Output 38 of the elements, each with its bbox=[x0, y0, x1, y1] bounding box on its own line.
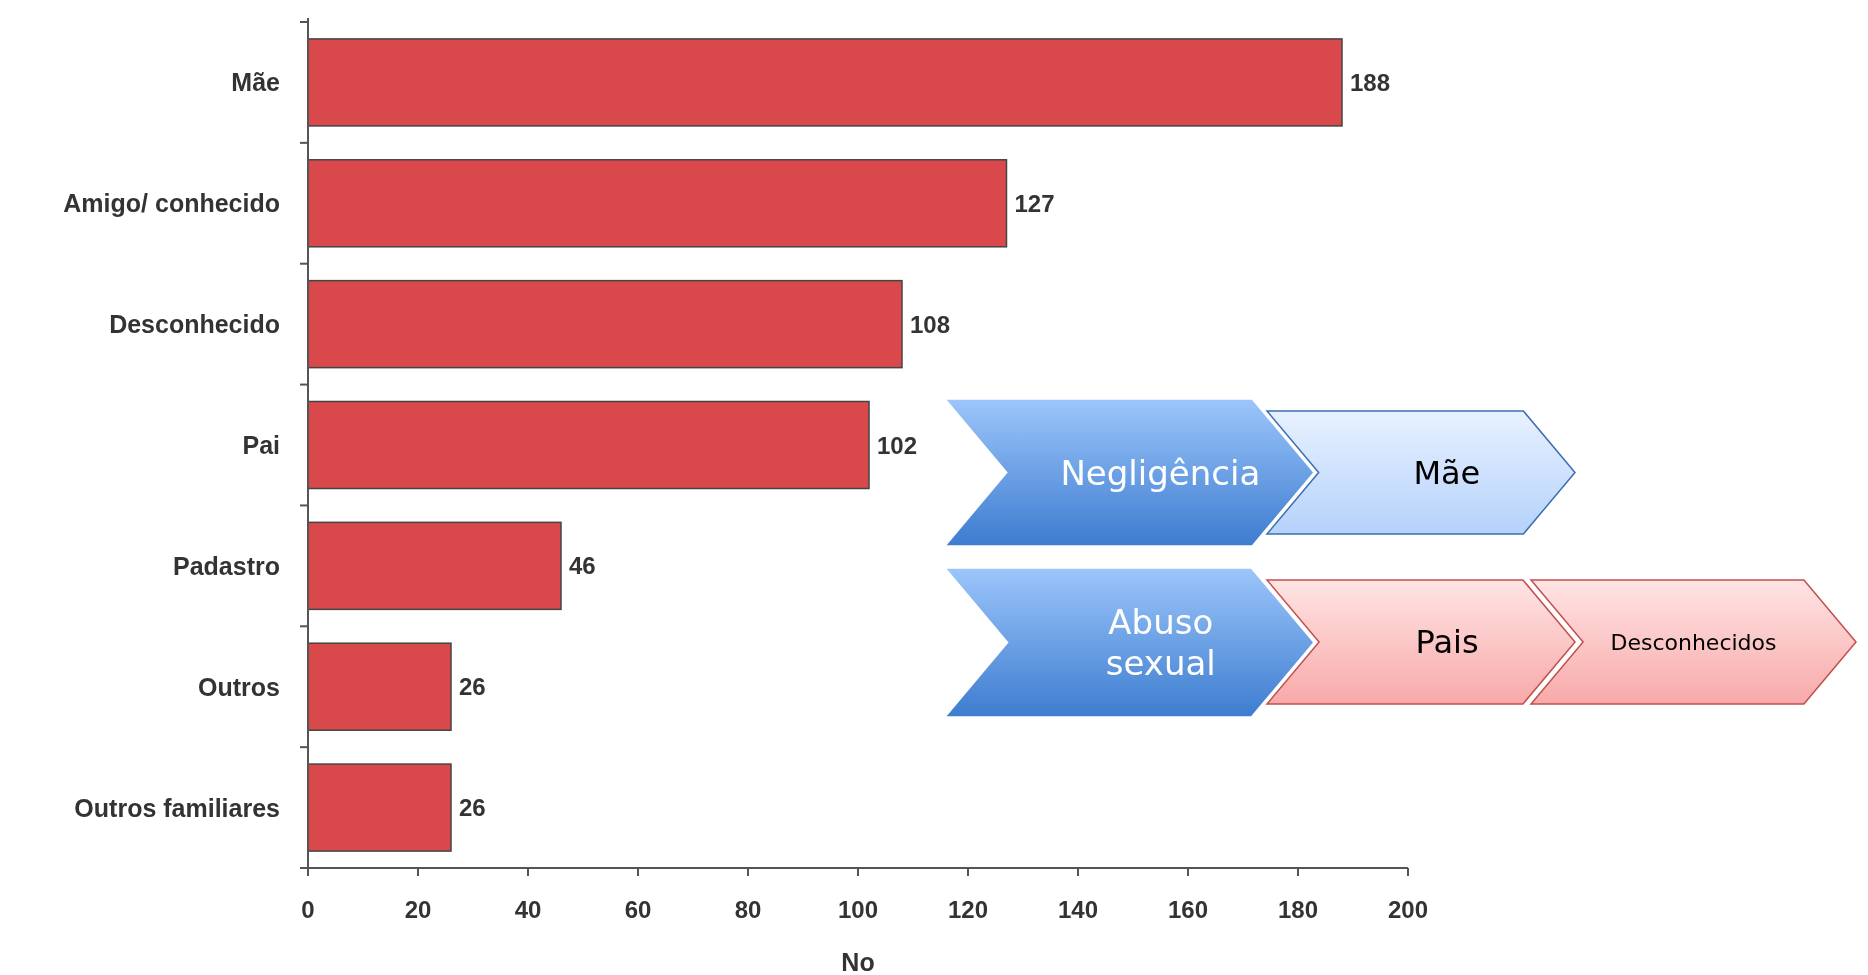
y-tick-label: Outros bbox=[198, 672, 280, 701]
bar bbox=[307, 642, 452, 731]
annotation: Abuso sexual bbox=[1105, 602, 1216, 683]
x-tick-label: 60 bbox=[624, 896, 652, 923]
y-tick-label: Outros familiares bbox=[74, 793, 280, 822]
x-tick-label: 0 bbox=[301, 896, 315, 923]
text: Desconhecidos bbox=[1610, 629, 1777, 655]
y-tick-label: Amigo/ conhecido bbox=[63, 189, 280, 218]
y-tick-label: Pai bbox=[242, 431, 280, 459]
x-tick-label: 40 bbox=[514, 896, 542, 923]
y-tick-label: Desconhecido bbox=[109, 310, 280, 339]
bar bbox=[307, 763, 452, 852]
y-tick-label: Mãe bbox=[231, 68, 281, 97]
data-label: 26 bbox=[459, 673, 486, 701]
data-label: 102 bbox=[877, 431, 918, 459]
x-tick-label: 20 bbox=[404, 896, 432, 923]
x-tick-label: 140 bbox=[1057, 896, 1099, 923]
x-tick-label: 160 bbox=[1167, 896, 1209, 923]
bar bbox=[307, 521, 562, 611]
annotation: Negligência bbox=[1060, 452, 1261, 493]
bar bbox=[307, 38, 1343, 127]
x-tick-label: 80 bbox=[734, 896, 762, 923]
data-label: 188 bbox=[1350, 68, 1391, 96]
bar bbox=[307, 400, 870, 490]
x-tick-label: 200 bbox=[1387, 896, 1429, 923]
text: Pais bbox=[1415, 623, 1479, 661]
text: Mãe bbox=[1413, 453, 1481, 492]
data-label: 26 bbox=[459, 794, 486, 822]
y-tick-label: Padastro bbox=[173, 551, 280, 580]
data-label: 46 bbox=[569, 552, 596, 580]
x-axis-title: No bbox=[841, 948, 875, 975]
data-label: 108 bbox=[910, 310, 951, 338]
x-tick-label: 120 bbox=[947, 896, 989, 923]
x-tick-label: 180 bbox=[1277, 896, 1319, 923]
data-label: 127 bbox=[1014, 189, 1055, 217]
bar bbox=[307, 159, 1008, 248]
bar bbox=[307, 279, 903, 369]
x-tick-label: 100 bbox=[837, 896, 879, 923]
